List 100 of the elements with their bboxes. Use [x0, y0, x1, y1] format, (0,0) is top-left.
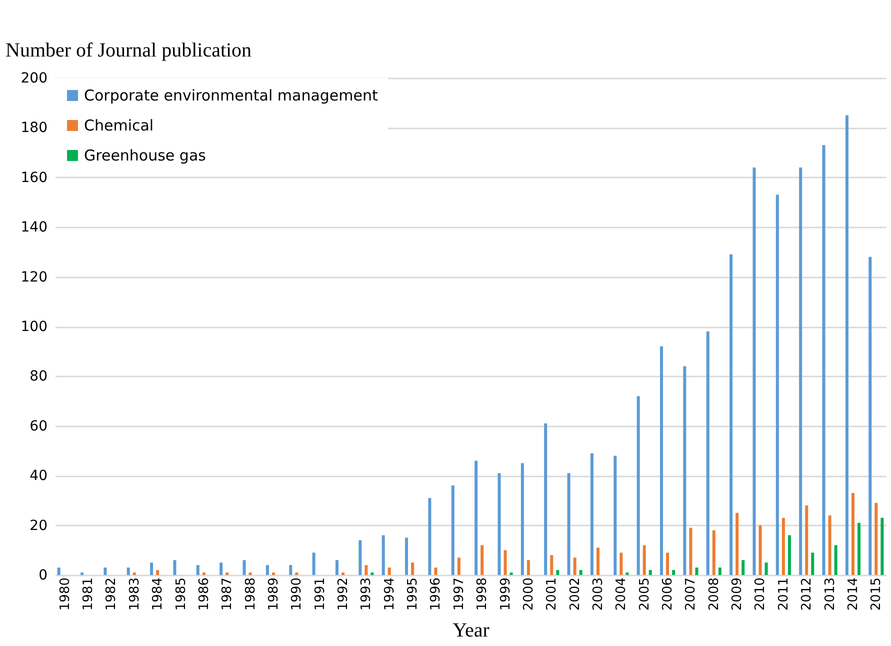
bar [758, 525, 762, 575]
bar [614, 456, 617, 575]
bar [173, 560, 176, 575]
x-tick-label: 1995 [406, 578, 421, 611]
x-tick-label: 2003 [590, 578, 606, 611]
bar [428, 498, 432, 575]
bar [822, 145, 826, 575]
x-tick-label: 2011 [776, 578, 792, 611]
bar [718, 568, 722, 575]
bar [683, 366, 686, 575]
x-tick-label: 1989 [266, 578, 282, 611]
y-tick-label: 20 [30, 518, 48, 534]
x-tick-label: 2004 [614, 578, 630, 611]
bar [405, 538, 408, 575]
x-tick-label: 2001 [544, 578, 560, 611]
bar [544, 423, 548, 575]
x-tick-label: 1987 [220, 578, 236, 611]
bar [648, 570, 652, 575]
bar [636, 396, 640, 575]
x-tick-label: 2013 [822, 578, 838, 611]
bar [666, 552, 670, 575]
bar [196, 565, 200, 575]
bar [266, 565, 269, 575]
x-axis-title: Year [452, 620, 490, 642]
x-tick-label: 1999 [498, 578, 514, 611]
y-tick-label: 140 [20, 220, 48, 236]
x-tick-label: 2008 [706, 578, 722, 611]
x-tick-label: 1980 [58, 578, 73, 611]
bar [388, 568, 391, 575]
y-tick-label: 180 [20, 120, 48, 136]
legend-label: Greenhouse gas [84, 146, 206, 164]
bar [851, 492, 854, 575]
x-tick-label: 1990 [290, 578, 305, 611]
bar [642, 545, 646, 575]
bar [358, 540, 362, 575]
y-tick-label: 80 [30, 368, 48, 385]
bar [799, 167, 802, 575]
x-tick-label: 1994 [382, 578, 398, 611]
bar [788, 535, 791, 575]
x-tick-label: 1982 [104, 578, 120, 611]
x-tick-label: 2009 [730, 578, 746, 611]
x-tick-label: 2005 [637, 578, 652, 611]
bar [504, 550, 507, 575]
bar [104, 568, 107, 575]
bar [220, 562, 223, 575]
bar [752, 167, 756, 575]
bar [834, 545, 838, 575]
x-tick-label: 1988 [243, 578, 258, 611]
bar [156, 570, 160, 575]
bar [480, 545, 484, 575]
bar [526, 560, 530, 575]
bar [620, 552, 623, 575]
x-tick-label: 1981 [81, 578, 96, 611]
x-tick-label: 1983 [127, 578, 142, 611]
x-tick-label: 2010 [753, 578, 768, 611]
bar [579, 570, 582, 575]
bar [736, 512, 739, 575]
bar [150, 562, 154, 575]
bar [474, 460, 478, 575]
x-tick-label: 1993 [359, 578, 374, 611]
bar [874, 502, 878, 575]
x-tick-label: 1996 [428, 578, 444, 611]
y-tick-label: 60 [30, 418, 48, 434]
bar [590, 453, 594, 575]
bar [776, 194, 779, 575]
y-tick-label: 0 [38, 568, 48, 584]
bar [805, 505, 808, 575]
bar [567, 473, 570, 575]
x-tick-label: 2002 [568, 578, 583, 611]
bar [742, 560, 745, 575]
x-tick-label: 2007 [684, 578, 699, 611]
bar [573, 558, 576, 575]
bar [382, 535, 385, 575]
y-tick-label: 100 [20, 319, 48, 335]
bar [57, 568, 60, 575]
bar [596, 548, 600, 575]
bar [242, 560, 246, 575]
bar [312, 552, 316, 575]
bar [411, 562, 414, 575]
bar [364, 565, 368, 575]
x-tick-label: 2014 [846, 578, 861, 611]
bar [828, 515, 832, 575]
x-tick-label: 1991 [312, 578, 328, 611]
bar [556, 570, 560, 575]
bar [868, 256, 872, 575]
bar [660, 346, 664, 575]
bar [672, 570, 676, 575]
bar [434, 568, 438, 575]
bar [550, 555, 554, 575]
x-tick-label: 2012 [800, 578, 815, 611]
bar [451, 486, 454, 575]
x-tick-label: 2015 [869, 578, 884, 611]
bar [845, 115, 848, 575]
x-tick-label: 1998 [475, 578, 490, 611]
bar [764, 562, 768, 575]
bar [126, 568, 130, 575]
x-tick-label: 1997 [452, 578, 467, 611]
bar [730, 254, 733, 575]
y-tick-label: 200 [20, 70, 48, 86]
x-tick-label: 1985 [174, 578, 189, 611]
